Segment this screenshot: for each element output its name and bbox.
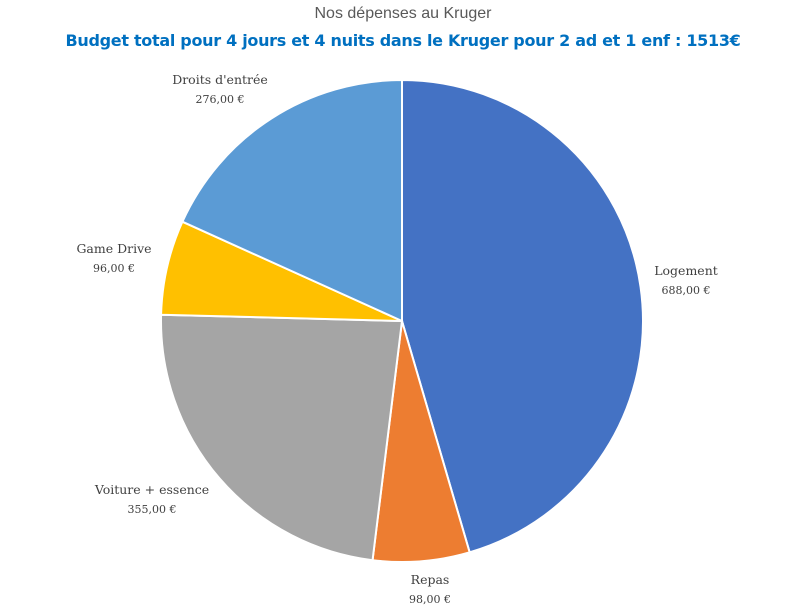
slice-label-voiture-essence: Voiture + essence	[94, 482, 209, 497]
pie-slice-droits-d-entree	[181, 78, 403, 323]
slice-value-repas: 98,00 €	[409, 593, 451, 606]
slice-label-repas: Repas	[411, 572, 450, 587]
chart-title: Nos dépenses au Kruger	[314, 5, 492, 22]
slice-label-droits-d-entree: Droits d'entrée	[172, 72, 268, 87]
slice-value-voiture-essence: 355,00 €	[128, 503, 177, 516]
slice-label-game-drive: Game Drive	[76, 241, 151, 256]
slice-value-game-drive: 96,00 €	[93, 262, 135, 275]
slice-value-droits-d-entree: 276,00 €	[196, 93, 245, 106]
slice-value-logement: 688,00 €	[662, 284, 711, 297]
pie-slice-voiture-essence	[160, 313, 404, 562]
slice-label-logement: Logement	[654, 263, 718, 278]
chart-subtitle: Budget total pour 4 jours et 4 nuits dan…	[65, 31, 741, 50]
pie-labels: Logement 688,00 € Repas 98,00 € Voiture + es…	[76, 72, 717, 606]
pie-slices	[160, 78, 644, 563]
pie-slice-logement	[401, 78, 644, 554]
